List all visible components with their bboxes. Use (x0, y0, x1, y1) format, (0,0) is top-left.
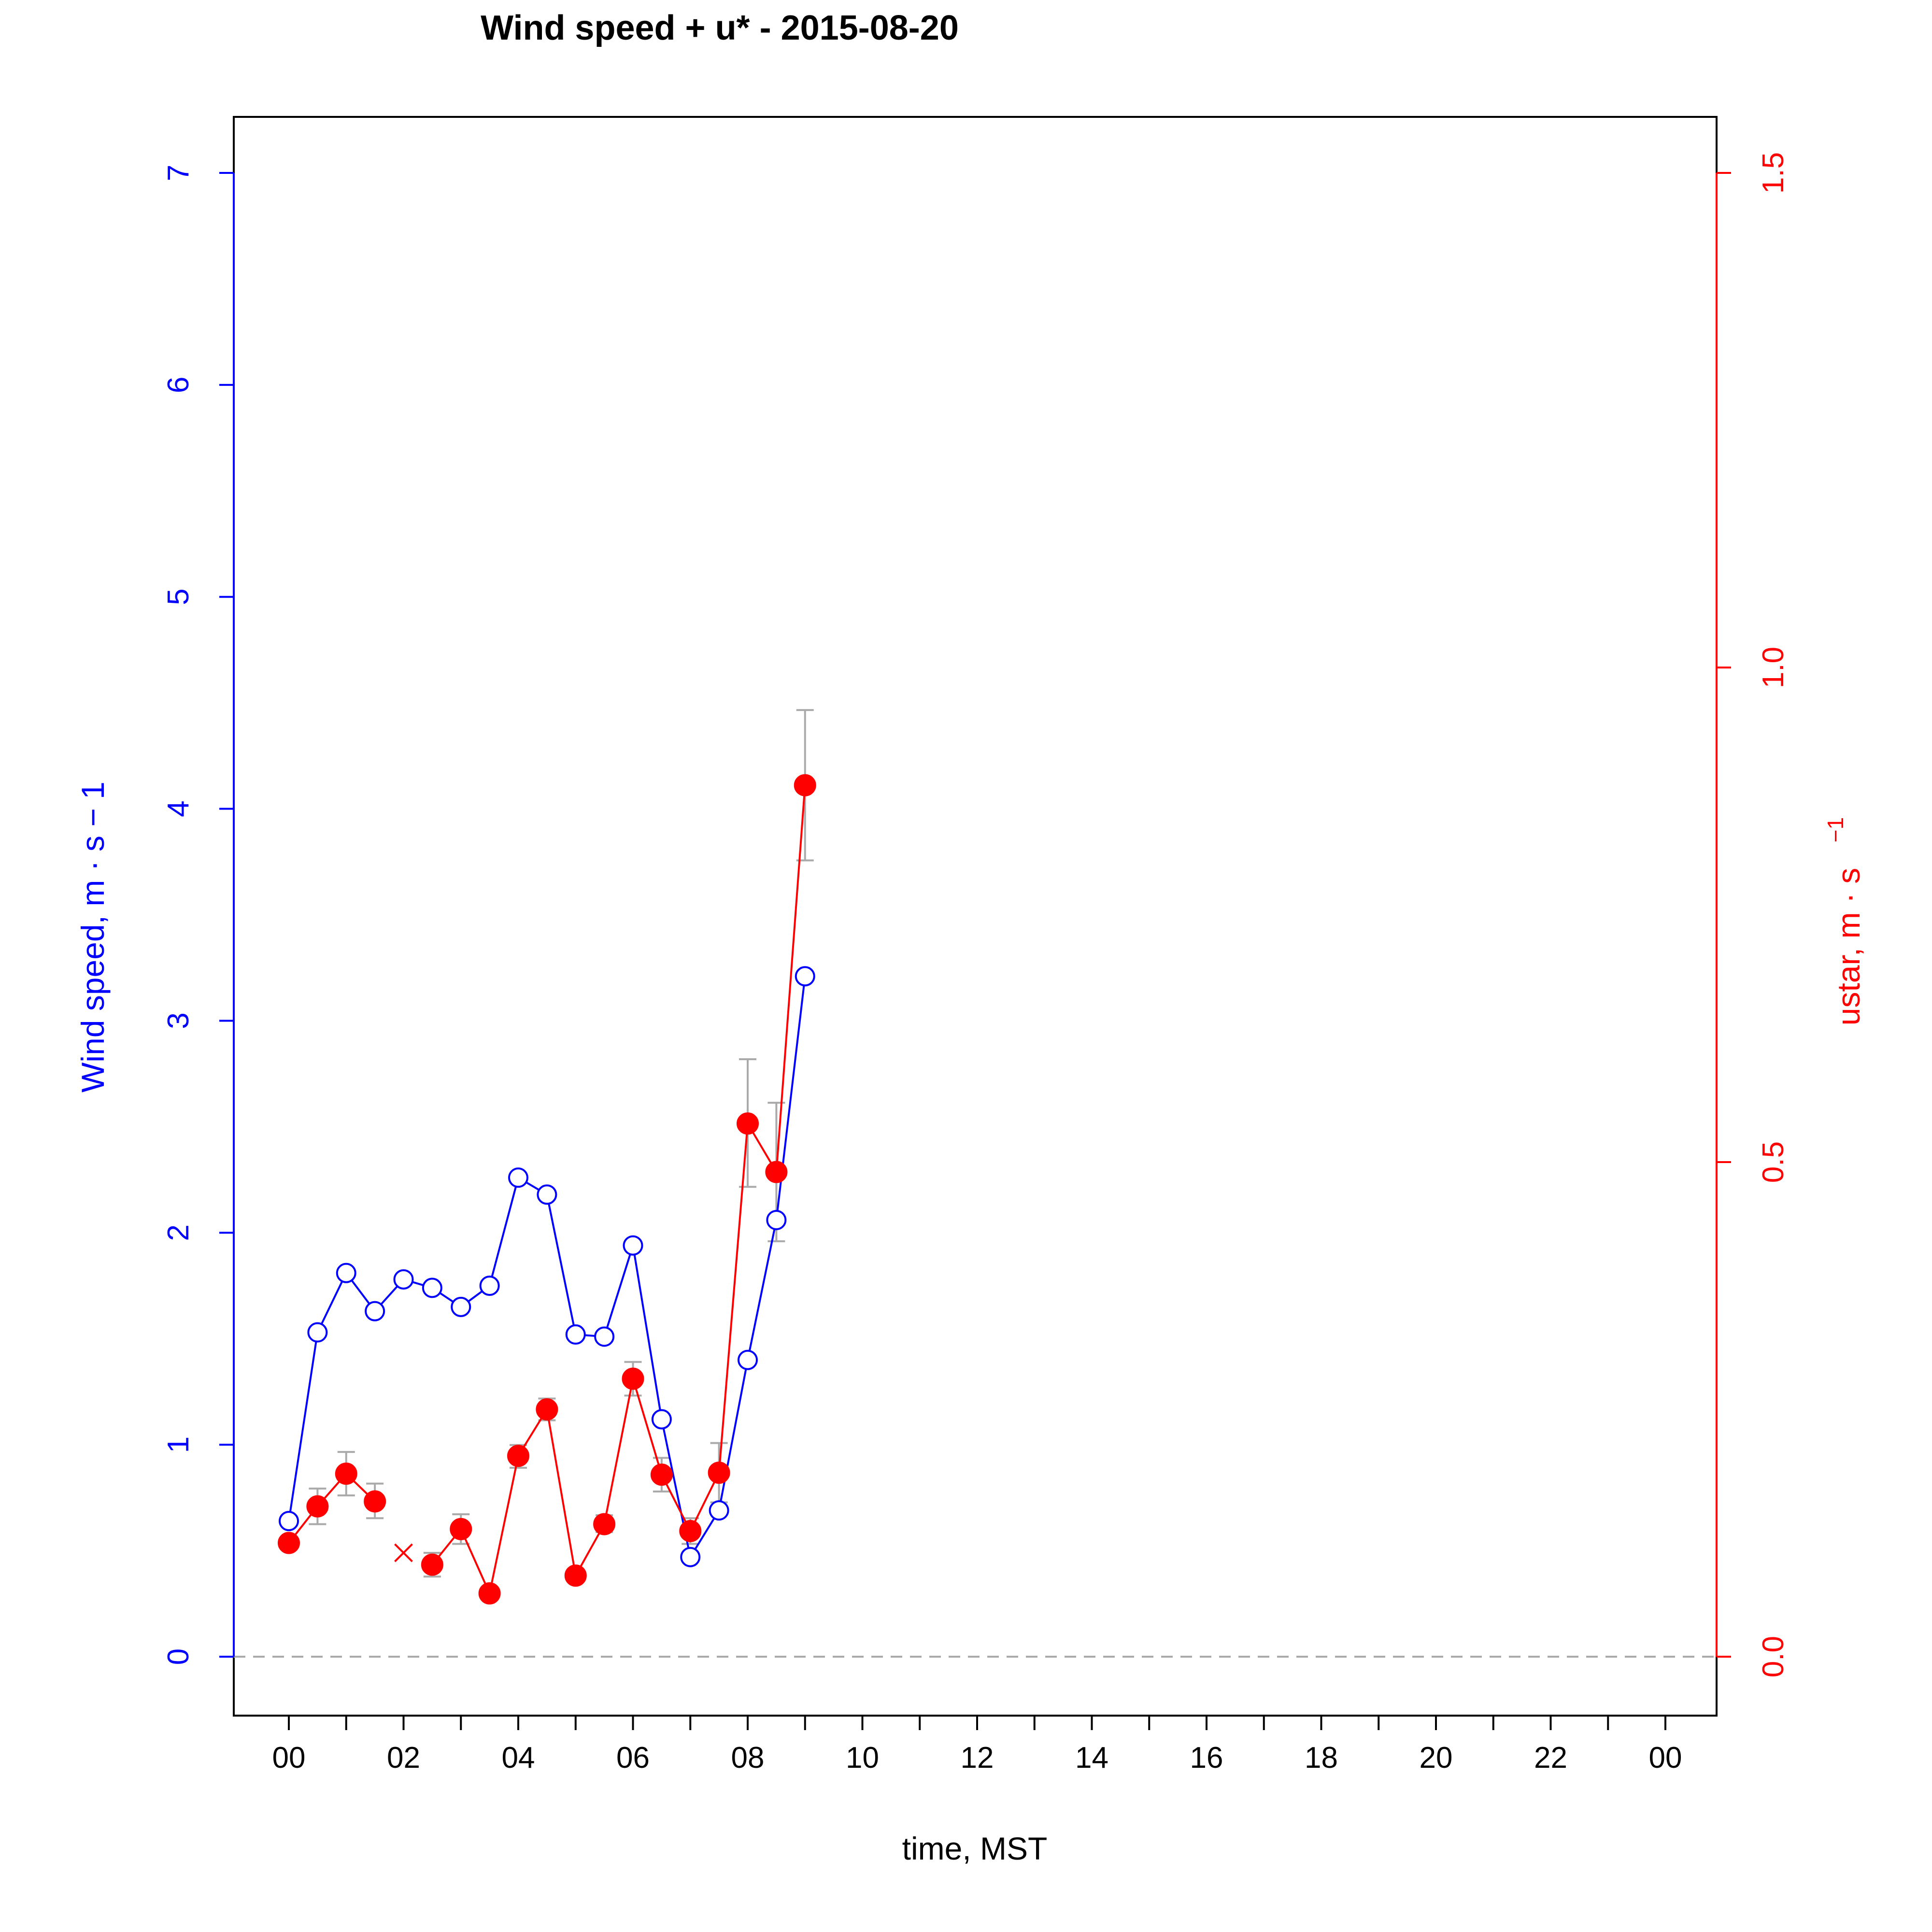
ustar-point (364, 1490, 386, 1513)
wind-speed-point (365, 1301, 385, 1321)
y-axis-right: 0.0 0.5 1.0 1.5 (1716, 152, 1790, 1677)
ustar-point (278, 1532, 300, 1554)
x-axis-label: time, MST (902, 1831, 1048, 1866)
y-right-tick-label: 0.5 (1757, 1141, 1790, 1183)
x-axis: 00 02 04 06 08 10 12 14 16 18 20 22 00 (272, 1716, 1682, 1775)
x-tick-label: 08 (731, 1741, 765, 1775)
wind-speed-point (594, 1326, 615, 1347)
y-right-tick-label: 1.5 (1757, 152, 1790, 194)
ustar-point (679, 1520, 702, 1542)
wind-speed-point (307, 1322, 328, 1343)
x-tick-label: 06 (616, 1741, 650, 1775)
ustar-point (708, 1462, 730, 1484)
y-left-tick-label: 0 (162, 1648, 195, 1665)
y-left-tick-label: 7 (162, 165, 195, 181)
ustar-point (450, 1518, 472, 1540)
ustar-point (593, 1513, 616, 1535)
ustar-point (564, 1564, 587, 1587)
y-axis-right-label: ustar, m · s −1 (1823, 817, 1866, 1025)
y-axis-left-label: Wind speed, m · s − 1 (75, 781, 111, 1093)
x-tick-label: 00 (272, 1741, 306, 1775)
ustar-point (765, 1161, 788, 1183)
y-left-tick-label: 3 (162, 1012, 195, 1029)
wind-speed-point (537, 1184, 557, 1205)
ustar-point (650, 1463, 673, 1486)
y-right-tick-label: 1.0 (1757, 647, 1790, 688)
ustar-point (536, 1398, 558, 1421)
wind-speed-point (565, 1324, 586, 1345)
wind-speed-point (680, 1547, 701, 1567)
x-tick-label: 00 (1649, 1741, 1682, 1775)
wind-speed-point (508, 1167, 528, 1188)
wind-speed-point (479, 1275, 500, 1296)
wind-speed-point (651, 1409, 672, 1430)
x-tick-label: 10 (846, 1741, 879, 1775)
y-left-tick-label: 6 (162, 377, 195, 393)
ustar-point (306, 1495, 329, 1518)
series-line (431, 785, 806, 1597)
ustar-point (335, 1463, 357, 1485)
wind-speed-point (795, 966, 815, 987)
wind-speed-point (766, 1209, 787, 1230)
y-axis-right-label-main: ustar, m · s (1831, 868, 1866, 1025)
y-left-tick-label: 4 (162, 800, 195, 817)
series-ustar (278, 774, 816, 1605)
y-left-tick-label: 2 (162, 1224, 195, 1241)
wind-speed-point (709, 1500, 729, 1521)
x-tick-label: 04 (502, 1741, 535, 1775)
ustar-point (478, 1582, 501, 1605)
x-tick-label: 16 (1190, 1741, 1223, 1775)
ustar-point (622, 1367, 644, 1390)
x-tick-label: 12 (961, 1741, 994, 1775)
x-tick-label: 14 (1075, 1741, 1108, 1775)
ustar-point (794, 774, 816, 796)
y-left-tick-label: 1 (162, 1436, 195, 1453)
ustar-point (507, 1445, 529, 1467)
series-wind-speed (279, 966, 815, 1567)
error-bars (309, 709, 814, 1578)
wind-speed-point (422, 1278, 442, 1298)
x-tick-label: 20 (1420, 1741, 1453, 1775)
ustar-point (737, 1112, 759, 1135)
y-axis-right-label-exponent: −1 (1823, 817, 1848, 842)
wind-speed-point (738, 1350, 758, 1370)
y-axis-left: 0 1 2 3 4 5 6 7 (162, 165, 235, 1665)
x-tick-label: 02 (387, 1741, 420, 1775)
ustar-cross-point (394, 1543, 413, 1563)
y-right-tick-label: 0.0 (1757, 1636, 1790, 1677)
series-line (288, 1472, 376, 1544)
x-tick-label: 18 (1305, 1741, 1338, 1775)
ustar-point (421, 1553, 443, 1576)
x-tick-label: 22 (1534, 1741, 1567, 1775)
wind-speed-point (336, 1263, 356, 1283)
y-left-tick-label: 5 (162, 588, 195, 605)
chart-title: Wind speed + u* - 2015-08-20 (481, 9, 959, 47)
wind-speed-point (451, 1296, 471, 1317)
wind-speed-point (393, 1269, 414, 1290)
wind-speed-point (623, 1235, 643, 1256)
wind-speed-point (279, 1511, 299, 1532)
plot-frame (233, 116, 1718, 1717)
